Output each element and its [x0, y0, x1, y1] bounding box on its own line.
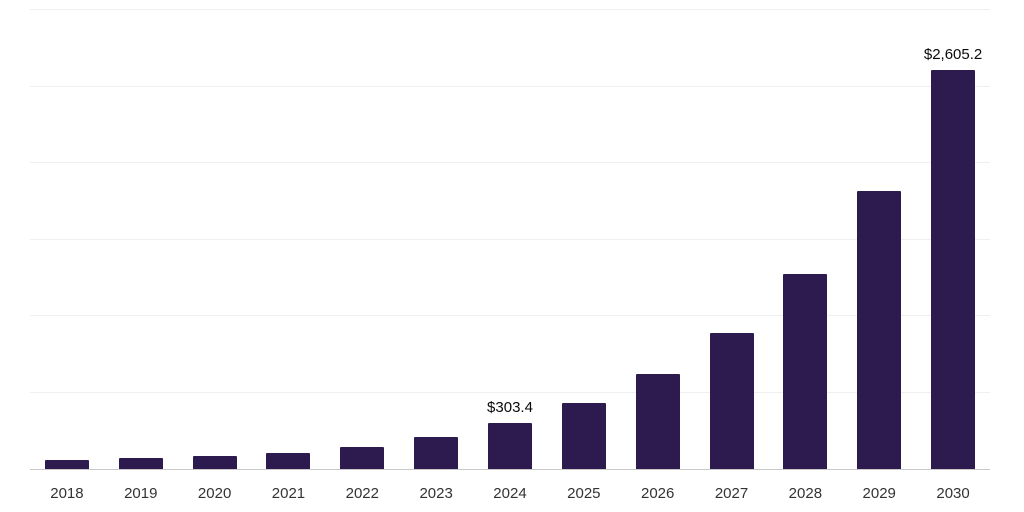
- x-tick-label: 2027: [714, 485, 749, 502]
- bar-column: [252, 10, 326, 469]
- x-tick-label: 2025: [567, 485, 601, 502]
- bar-2020: [192, 456, 237, 469]
- bar-2019: [118, 457, 163, 469]
- bar-2025: [561, 402, 606, 469]
- x-axis: 2018 2019 2020 2021 2022 2023 2024 2025 2026 2027…: [30, 485, 990, 502]
- bar-column: [178, 10, 252, 469]
- gridline: [30, 162, 990, 164]
- x-tick-label: 2023: [419, 485, 453, 502]
- gridline: [30, 9, 990, 10]
- bar-column: [842, 10, 916, 469]
- bar-column: [547, 10, 621, 469]
- bar-2030: $2,605.2: [924, 46, 982, 469]
- x-tick-label: 2021: [271, 485, 306, 502]
- x-tick-label: 2030: [936, 485, 970, 502]
- bar-2024: $303.4: [487, 399, 533, 469]
- bar-2027: [709, 332, 754, 469]
- bar-column: [768, 10, 842, 469]
- bar-2026: [635, 374, 680, 469]
- bar-value-label: $303.4: [487, 398, 533, 416]
- gridline: [30, 315, 990, 317]
- x-tick-label: 2028: [788, 485, 823, 502]
- bar-column: [621, 10, 695, 469]
- bar-column: [104, 10, 178, 469]
- bars-row: $303.4 $2,605.2: [30, 10, 990, 469]
- bar-2018: [44, 459, 89, 469]
- gridline: [30, 85, 990, 87]
- plot-area: $303.4 $2,605.2: [30, 9, 990, 470]
- bar-value-label: $2,605.2: [923, 46, 983, 64]
- x-tick-label: 2024: [493, 485, 527, 502]
- x-tick-label: 2019: [124, 485, 158, 502]
- x-tick-label: 2029: [862, 485, 896, 502]
- gridline: [30, 391, 990, 393]
- bar-column: [30, 10, 104, 469]
- bar-2029: [857, 190, 902, 469]
- x-tick-label: 2022: [345, 485, 379, 502]
- x-tick-label: 2026: [640, 485, 675, 502]
- bar-2021: [266, 452, 311, 469]
- gridline: [30, 238, 990, 240]
- x-tick-label: 2020: [197, 485, 232, 502]
- bar-column: [325, 10, 399, 469]
- bar-2028: [783, 274, 828, 469]
- x-tick-label: 2018: [50, 485, 84, 502]
- bar-column: $2,605.2: [916, 10, 990, 469]
- bar-column: [695, 10, 769, 469]
- bar-2023: [414, 436, 459, 469]
- bar-column: $303.4: [473, 10, 547, 469]
- bar-2022: [340, 446, 385, 469]
- bar-column: [399, 10, 473, 469]
